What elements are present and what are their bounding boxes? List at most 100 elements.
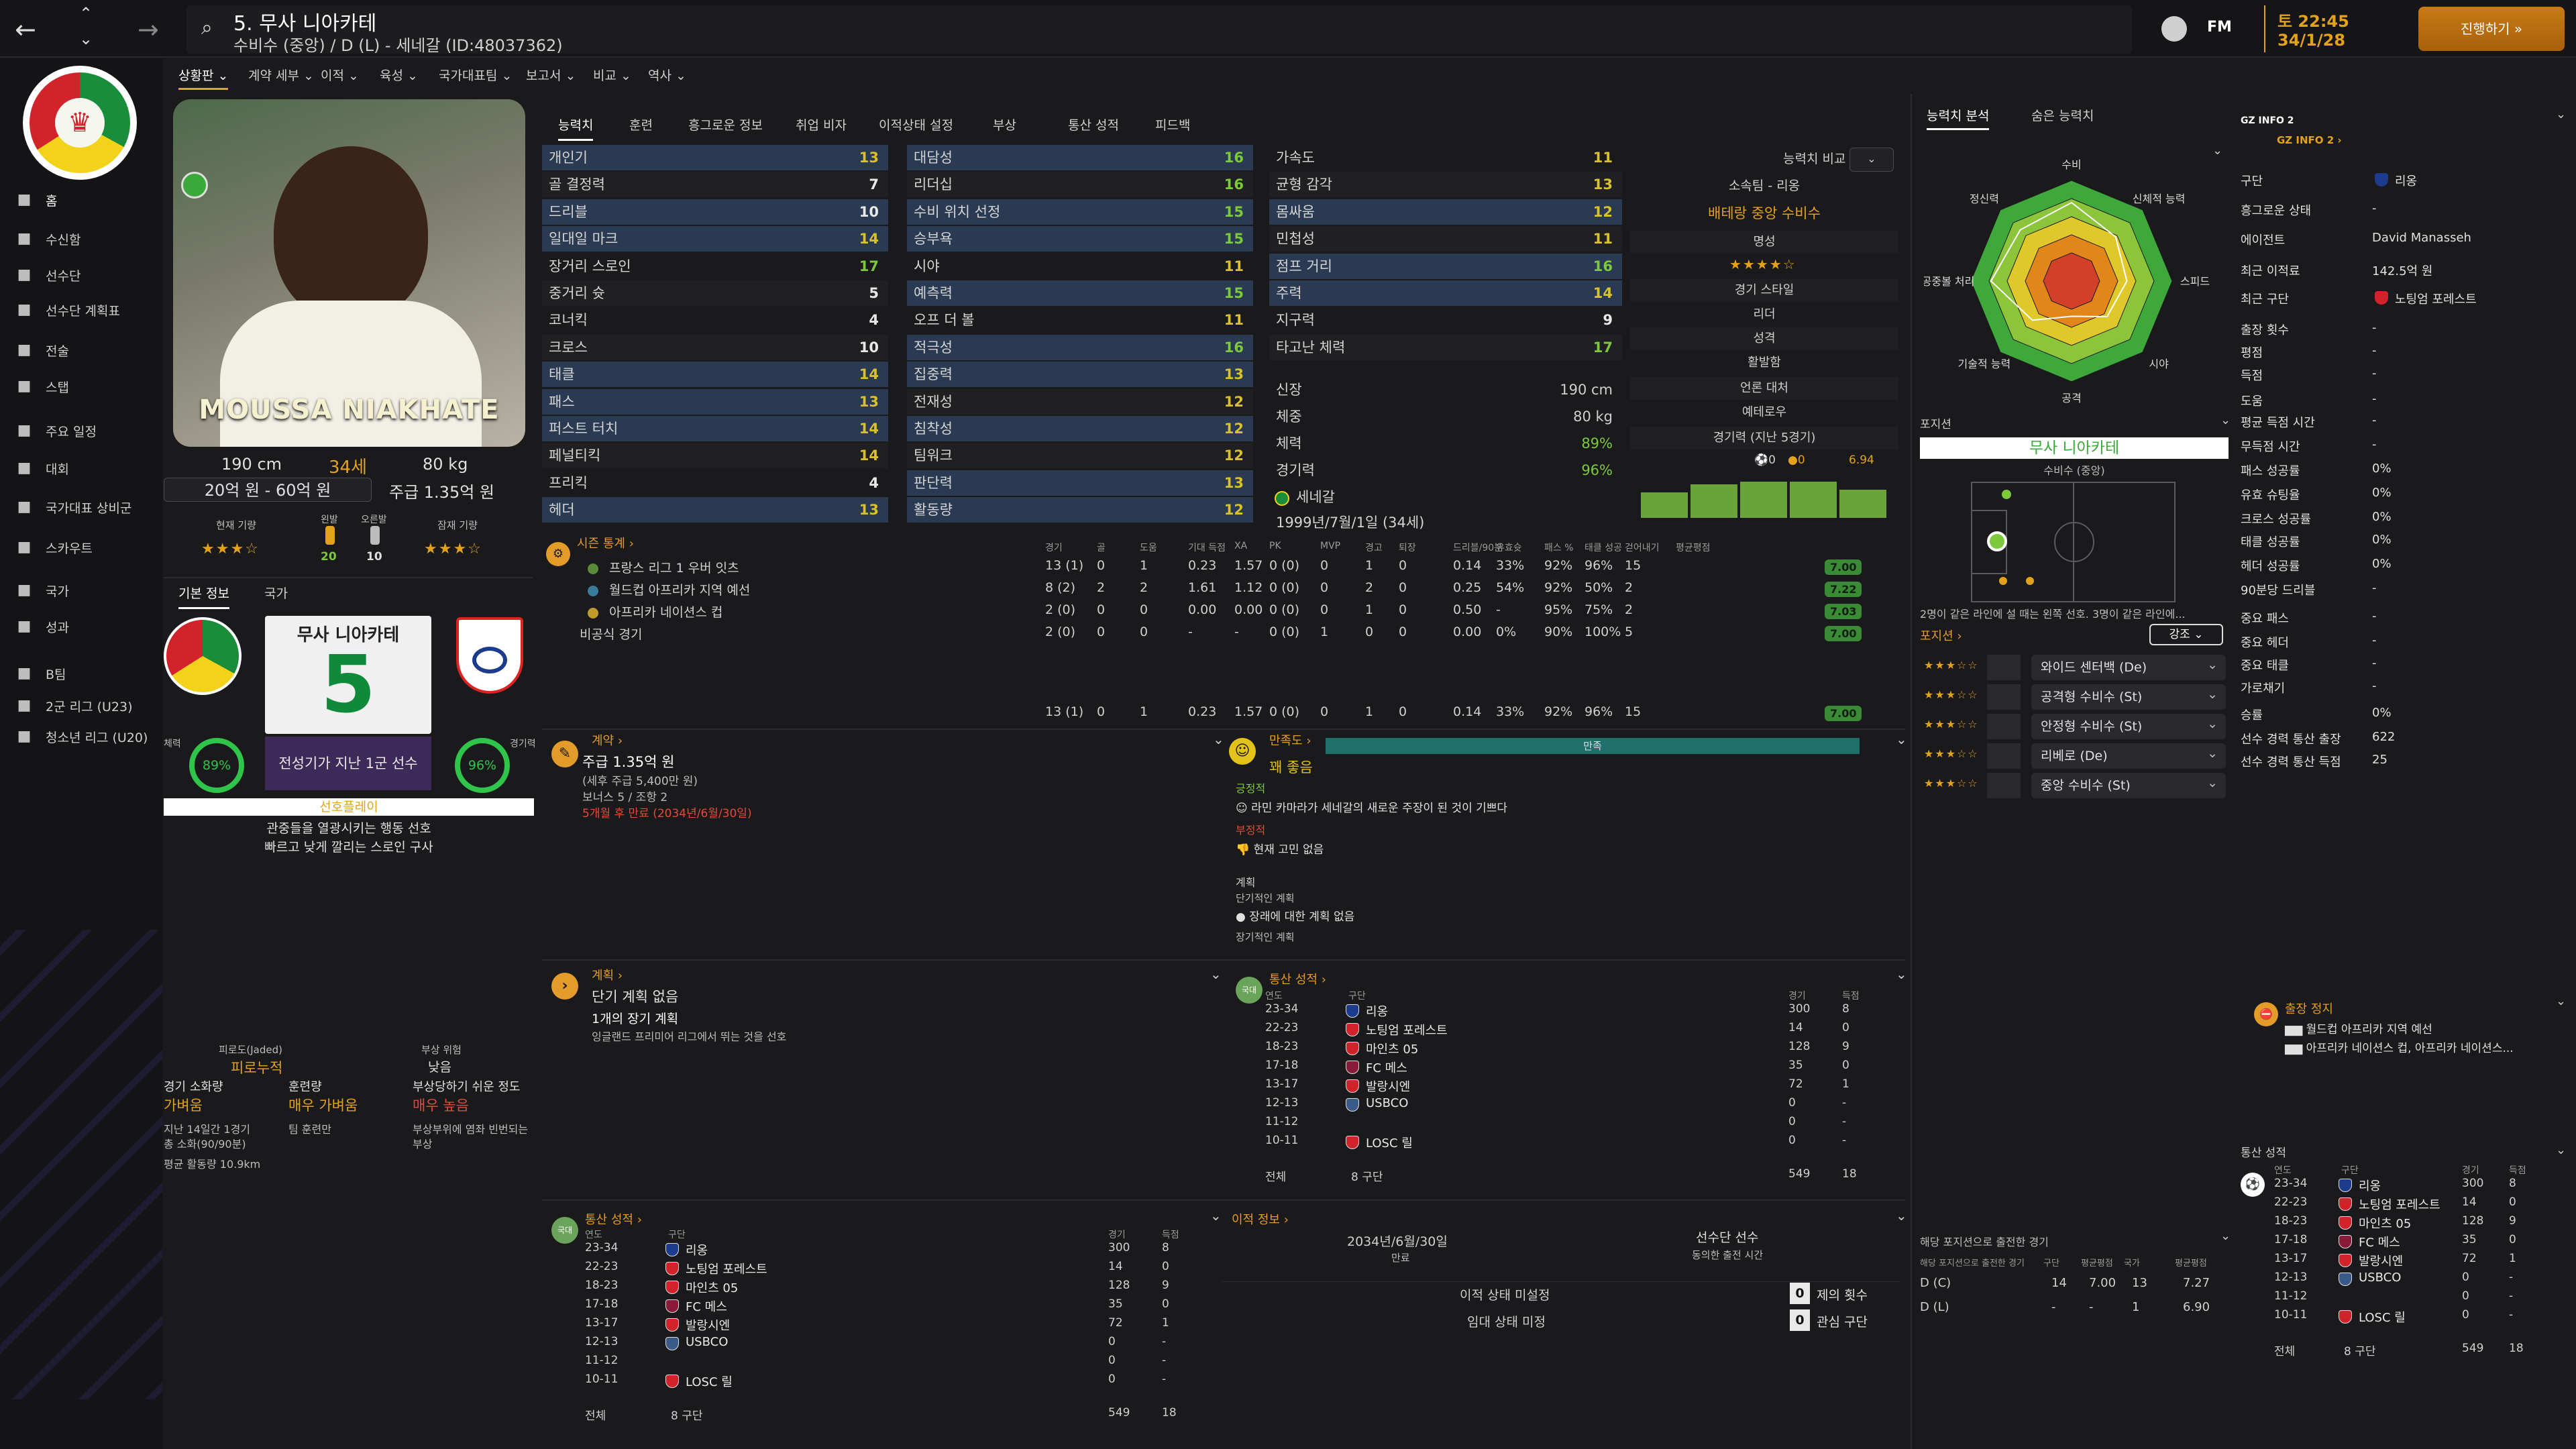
sidebar-item-7[interactable]: ■ 대회 — [0, 449, 162, 487]
nation-crest[interactable] — [164, 617, 241, 695]
subnav-item-0[interactable]: 상황판 ⌄ — [178, 66, 229, 90]
attribute-row[interactable]: 개인기 13 — [542, 145, 888, 170]
attribute-row[interactable]: 침착성 12 — [907, 416, 1253, 441]
stats-col-header[interactable]: PK — [1269, 541, 1281, 551]
career-title-2[interactable]: 통산 성적 › — [585, 1213, 642, 1227]
career-club[interactable]: USBCO — [686, 1335, 729, 1349]
played-menu-icon[interactable]: ⌄ — [2220, 1229, 2231, 1243]
attribute-row[interactable]: 중거리 슛 5 — [542, 280, 888, 306]
attribute-row[interactable]: 몸싸움 12 — [1269, 199, 1622, 225]
career-title[interactable]: 통산 성적 › — [1269, 973, 1326, 987]
club-crest[interactable]: ♛ — [23, 66, 137, 180]
attribute-row[interactable]: 퍼스트 터치 14 — [542, 416, 888, 441]
sidebar-item-6[interactable]: ■ 주요 일정 — [0, 412, 162, 449]
attr-tab-5[interactable]: 부상 — [993, 118, 1016, 133]
attribute-row[interactable]: 일대일 마크 14 — [542, 226, 888, 252]
attribute-row[interactable]: 전재성 12 — [907, 388, 1253, 415]
attr-tab-0[interactable]: 능력치 — [558, 115, 594, 141]
attribute-row[interactable]: 대담성 16 — [907, 145, 1253, 170]
stats-col-header[interactable]: MVP — [1320, 541, 1341, 551]
career-menu-icon[interactable]: ⌄ — [1896, 966, 1907, 982]
stats-col-header[interactable]: XA — [1234, 541, 1248, 551]
stats-row-comp[interactable]: 아프리카 네이션스 컵 — [609, 605, 723, 620]
career-club[interactable]: 노팅엄 포레스트 — [686, 1263, 767, 1277]
attribute-row[interactable]: 수비 위치 선정 15 — [907, 199, 1253, 225]
subnav-item-7[interactable]: 역사 ⌄ — [648, 66, 686, 84]
attribute-row[interactable]: 크로스 10 — [542, 334, 888, 360]
sidebar-item-4[interactable]: ■ 전술 — [0, 331, 162, 369]
transfer-menu-icon[interactable]: ⌄ — [1896, 1208, 1907, 1224]
career-club[interactable]: 리옹 — [2359, 1179, 2381, 1193]
attribute-row[interactable]: 가속도 11 — [1269, 145, 1622, 170]
stats-row-comp[interactable]: 프랑스 리그 1 우버 잇츠 — [609, 561, 739, 576]
tab-ability-analysis[interactable]: 능력치 분석 — [1927, 106, 1990, 130]
stats-col-header[interactable]: 기대 득점 — [1188, 543, 1226, 553]
contract-title[interactable]: 계약 › — [592, 734, 623, 748]
sidebar-item-11[interactable]: ■ 성과 — [0, 608, 162, 645]
tab-hidden-attributes[interactable]: 숨은 능력치 — [2031, 109, 2094, 123]
stats-row-comp[interactable]: 비공식 경기 — [580, 627, 643, 642]
stats-col-header[interactable]: 경기 — [1045, 543, 1063, 553]
sidebar-item-8[interactable]: ■ 국가대표 상비군 — [0, 488, 162, 526]
stats-col-header[interactable]: 패스 % — [1544, 543, 1574, 553]
attribute-row[interactable]: 팀워크 12 — [907, 443, 1253, 469]
career-club[interactable]: 발랑시엔 — [2359, 1254, 2404, 1269]
career-club[interactable]: 리옹 — [686, 1244, 708, 1258]
compare-dropdown[interactable]: ⌄ — [1849, 148, 1894, 172]
attribute-row[interactable]: 드리블 10 — [542, 199, 888, 225]
attr-tab-1[interactable]: 훈련 — [629, 118, 653, 133]
sidebar-item-3[interactable]: ■ 선수단 계획표 — [0, 291, 162, 329]
attribute-row[interactable]: 태클 14 — [542, 362, 888, 388]
stats-col-header[interactable]: 경고 — [1365, 543, 1383, 553]
stats-col-header[interactable]: 골 — [1097, 543, 1106, 553]
career-club[interactable]: 노팅엄 포레스트 — [2359, 1198, 2440, 1212]
tab-basic-info[interactable]: 기본 정보 — [178, 584, 229, 609]
transfer-title[interactable]: 이적 정보 › — [1232, 1213, 1289, 1227]
career-club[interactable]: LOSC 릴 — [2359, 1311, 2406, 1325]
role-dropdown[interactable]: 와이드 센터백 (De) — [2031, 652, 2226, 680]
analysis-menu-icon[interactable]: ⌄ — [2212, 144, 2223, 158]
attribute-row[interactable]: 코너킥 4 — [542, 307, 888, 333]
career-club[interactable]: LOSC 릴 — [686, 1375, 733, 1389]
chevron-down-icon[interactable]: ⌄ — [79, 30, 93, 48]
stats-col-header[interactable]: 평균평점 — [1676, 543, 1711, 553]
role-dropdown[interactable]: 공격형 수비수 (St) — [2031, 682, 2226, 710]
attribute-row[interactable]: 프리킥 4 — [542, 470, 888, 496]
continue-button[interactable]: 진행하기 » — [2418, 7, 2565, 51]
career-club[interactable]: LOSC 릴 — [1366, 1136, 1413, 1150]
plan-menu-icon[interactable]: ⌄ — [1210, 966, 1222, 982]
gzinfo-menu-icon[interactable]: ⌄ — [2556, 107, 2567, 121]
happiness-title[interactable]: 만족도 › — [1269, 734, 1311, 748]
attribute-row[interactable]: 균형 감각 13 — [1269, 172, 1622, 198]
career-club[interactable]: 발랑시엔 — [1366, 1080, 1411, 1094]
sidebar-item-9[interactable]: ■ 스카우트 — [0, 529, 162, 566]
attribute-row[interactable]: 점프 거리 16 — [1269, 253, 1622, 279]
stats-col-header[interactable]: 도움 — [1140, 543, 1157, 553]
attribute-row[interactable]: 헤더 13 — [542, 497, 888, 523]
stats-row-comp[interactable]: 월드컵 아프리카 지역 예선 — [609, 583, 751, 598]
plan-title[interactable]: 계획 › — [592, 969, 623, 983]
sidebar-item-12[interactable]: ■ B팀 — [0, 655, 162, 692]
club-crest-lyon[interactable] — [456, 617, 523, 694]
attr-tab-3[interactable]: 취업 비자 — [796, 118, 847, 133]
attribute-row[interactable]: 주력 14 — [1269, 280, 1622, 306]
attribute-row[interactable]: 예측력 15 — [907, 280, 1253, 306]
career-club[interactable]: FC 메스 — [1366, 1061, 1407, 1075]
attribute-row[interactable]: 적극성 16 — [907, 334, 1253, 360]
attribute-row[interactable]: 활동량 12 — [907, 497, 1253, 523]
sidebar-item-13[interactable]: ■ 2군 리그 (U23) — [0, 687, 162, 724]
career-club[interactable]: 마인츠 05 — [2359, 1217, 2412, 1231]
attribute-row[interactable]: 타고난 체력 17 — [1269, 334, 1622, 360]
attribute-row[interactable]: 시야 11 — [907, 254, 1253, 279]
role-dropdown[interactable]: 리베로 (De) — [2031, 741, 2226, 769]
stats-col-header[interactable]: 드리블/90분 — [1453, 543, 1503, 553]
fm-logo[interactable]: FM — [2207, 19, 2232, 36]
sidebar-item-1[interactable]: ■ 수신함 — [0, 220, 162, 258]
chevron-up-icon[interactable]: ⌃ — [79, 4, 93, 23]
attribute-row[interactable]: 판단력 13 — [907, 470, 1253, 496]
attr-tab-6[interactable]: 통산 성적 — [1068, 118, 1119, 133]
sidebar-item-10[interactable]: ■ 국가 — [0, 572, 162, 609]
stats-col-header[interactable]: 태클 성공 — [1585, 543, 1622, 553]
attribute-row[interactable]: 패스 13 — [542, 388, 888, 415]
attribute-row[interactable]: 민첩성 11 — [1269, 226, 1622, 252]
